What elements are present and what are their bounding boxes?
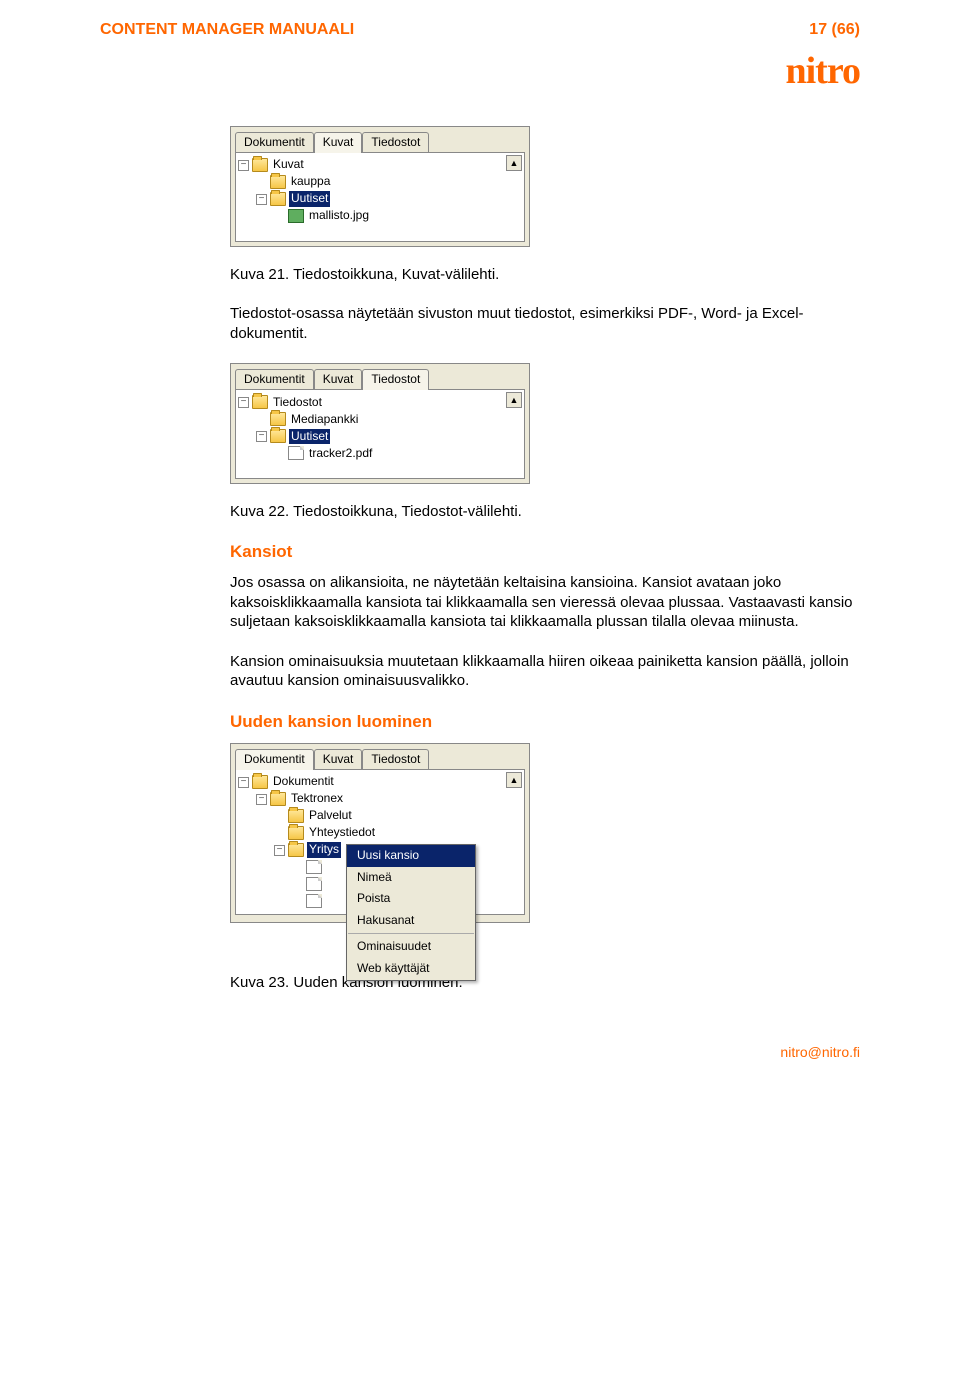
- folder-icon: [252, 158, 268, 172]
- menu-item-web-käyttäjät[interactable]: Web käyttäjät: [347, 958, 475, 980]
- menu-item-poista[interactable]: Poista: [347, 888, 475, 910]
- collapse-toggle[interactable]: −: [256, 431, 267, 442]
- tab-tiedostot[interactable]: Tiedostot: [362, 369, 429, 390]
- tree-row[interactable]: tracker2.pdf: [238, 445, 522, 462]
- menu-item-ominaisuudet[interactable]: Ominaisuudet: [347, 936, 475, 958]
- document-icon: [288, 446, 304, 460]
- tree-row[interactable]: kauppa: [238, 174, 522, 191]
- tree-item-label: kauppa: [289, 174, 332, 190]
- tab-dokumentit[interactable]: Dokumentit: [235, 369, 314, 390]
- folder-icon: [288, 826, 304, 840]
- tree-item-label: Yritys: [307, 842, 341, 858]
- tree-row[interactable]: − Tektronex: [238, 791, 522, 808]
- para-tiedostot: Tiedostot-osassa näytetään sivuston muut…: [230, 304, 860, 343]
- tab-tiedostot[interactable]: Tiedostot: [362, 749, 429, 770]
- tree-item-label: Palvelut: [307, 808, 354, 824]
- tree-row[interactable]: Palvelut: [238, 808, 522, 825]
- folder-icon: [252, 395, 268, 409]
- toggle-spacer: [292, 862, 303, 873]
- scroll-up-button[interactable]: ▲: [506, 155, 522, 171]
- folder-icon: [270, 792, 286, 806]
- collapse-toggle[interactable]: −: [238, 397, 249, 408]
- document-icon: [306, 877, 322, 891]
- tree-item-label: Uutiset: [289, 429, 330, 445]
- tree-row[interactable]: mallisto.jpg: [238, 208, 522, 225]
- heading-uusi-kansio: Uuden kansion luominen: [230, 711, 860, 733]
- menu-item-nimeä[interactable]: Nimeä: [347, 867, 475, 889]
- toggle-spacer: [256, 177, 267, 188]
- caption-kuva22: Kuva 22. Tiedostoikkuna, Tiedostot-välil…: [230, 502, 860, 522]
- tree-item-label: mallisto.jpg: [307, 208, 371, 224]
- document-icon: [306, 894, 322, 908]
- tree-item-label: Uutiset: [289, 191, 330, 207]
- caption-kuva21: Kuva 21. Tiedostoikkuna, Kuvat-välilehti…: [230, 265, 860, 285]
- toggle-spacer: [292, 896, 303, 907]
- tab-kuvat[interactable]: Kuvat: [314, 749, 363, 770]
- toggle-spacer: [256, 414, 267, 425]
- image-icon: [288, 209, 304, 223]
- toggle-spacer: [274, 811, 285, 822]
- folder-icon: [270, 175, 286, 189]
- logo-wrap: nitro: [100, 47, 860, 96]
- tab-dokumentit[interactable]: Dokumentit: [235, 749, 314, 770]
- tab-tiedostot[interactable]: Tiedostot: [362, 132, 429, 153]
- tree-item-label: Tektronex: [289, 791, 345, 807]
- brand-logo: nitro: [785, 47, 860, 96]
- heading-kansiot: Kansiot: [230, 541, 860, 563]
- tree-row[interactable]: Mediapankki: [238, 411, 522, 428]
- caption-kuva23: Kuva 23. Uuden kansion luominen.: [230, 973, 860, 993]
- tree-item-label: Dokumentit: [271, 774, 336, 790]
- toggle-spacer: [274, 448, 285, 459]
- tree-window-tiedostot: DokumentitKuvatTiedostot▲−TiedostotMedia…: [230, 363, 530, 484]
- tree-row[interactable]: − Tiedostot: [238, 394, 522, 411]
- tree-item-label: tracker2.pdf: [307, 446, 374, 462]
- para-kansiot-1: Jos osassa on alikansioita, ne näytetään…: [230, 573, 860, 632]
- context-menu: Uusi kansioNimeäPoistaHakusanat Ominaisuu…: [346, 844, 476, 981]
- scroll-up-button[interactable]: ▲: [506, 392, 522, 408]
- menu-item-uusi-kansio[interactable]: Uusi kansio: [347, 845, 475, 867]
- collapse-toggle[interactable]: −: [274, 845, 285, 856]
- toggle-spacer: [274, 211, 285, 222]
- folder-icon: [270, 412, 286, 426]
- tree-item-label: Yhteystiedot: [307, 825, 377, 841]
- menu-item-hakusanat[interactable]: Hakusanat: [347, 910, 475, 932]
- folder-icon: [288, 809, 304, 823]
- folder-icon: [252, 775, 268, 789]
- tree-row[interactable]: − Dokumentit: [238, 774, 522, 791]
- tab-dokumentit[interactable]: Dokumentit: [235, 132, 314, 153]
- para-kansiot-2: Kansion ominaisuuksia muutetaan klikkaam…: [230, 652, 860, 691]
- page-number: 17 (66): [809, 20, 860, 41]
- tree-row[interactable]: − Kuvat: [238, 157, 522, 174]
- tree-item-label: Kuvat: [271, 157, 306, 173]
- folder-icon: [270, 429, 286, 443]
- collapse-toggle[interactable]: −: [238, 160, 249, 171]
- document-icon: [306, 860, 322, 874]
- collapse-toggle[interactable]: −: [238, 777, 249, 788]
- tree-item-label: Mediapankki: [289, 412, 360, 428]
- footer-email: nitro@nitro.fi: [100, 1043, 860, 1061]
- toggle-spacer: [292, 879, 303, 890]
- tree-row[interactable]: Yhteystiedot: [238, 825, 522, 842]
- tab-kuvat[interactable]: Kuvat: [314, 369, 363, 390]
- tree-window-dokumentit: DokumentitKuvatTiedostot▲−Dokumentit−Tek…: [230, 743, 530, 923]
- tab-kuvat[interactable]: Kuvat: [314, 132, 363, 153]
- tree-item-label: Tiedostot: [271, 395, 324, 411]
- tree-row[interactable]: − Uutiset: [238, 428, 522, 445]
- tree-window-kuvat: DokumentitKuvatTiedostot▲−Kuvatkauppa−Uu…: [230, 126, 530, 247]
- tree-row[interactable]: − Uutiset: [238, 191, 522, 208]
- collapse-toggle[interactable]: −: [256, 794, 267, 805]
- collapse-toggle[interactable]: −: [256, 194, 267, 205]
- menu-separator: [348, 933, 474, 934]
- scroll-up-button[interactable]: ▲: [506, 772, 522, 788]
- folder-icon: [288, 843, 304, 857]
- doc-title: CONTENT MANAGER MANUAALI: [100, 20, 354, 41]
- folder-icon: [270, 192, 286, 206]
- toggle-spacer: [274, 828, 285, 839]
- page-header: CONTENT MANAGER MANUAALI 17 (66): [100, 20, 860, 41]
